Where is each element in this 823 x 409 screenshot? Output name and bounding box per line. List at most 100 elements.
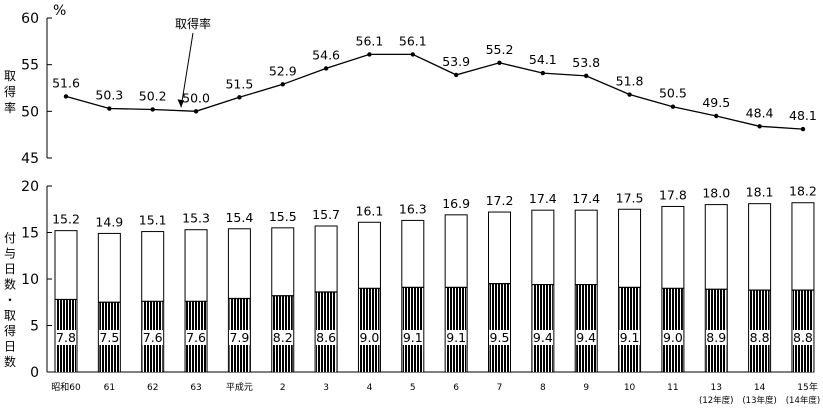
taken-days-label: 9.5 xyxy=(490,330,510,345)
total-days-label: 18.0 xyxy=(702,186,730,201)
total-days-label: 16.9 xyxy=(442,196,470,211)
data-point xyxy=(670,104,676,109)
taken-days-bar xyxy=(662,288,683,330)
taken-days-bar-lower xyxy=(402,345,423,372)
total-days-label: 15.1 xyxy=(139,213,167,228)
taken-days-bar-lower xyxy=(99,345,120,372)
data-point xyxy=(584,73,589,79)
x-tick-label: 5 xyxy=(410,383,416,393)
taken-days-label: 8.8 xyxy=(793,330,813,345)
taken-days-bar xyxy=(446,287,467,330)
taken-days-label: 9.1 xyxy=(620,330,640,345)
y-tick-label: 55 xyxy=(21,58,39,74)
x-tick-label: 14 xyxy=(754,383,766,393)
data-label: 48.1 xyxy=(789,108,817,123)
y-axis-title-char: ・ xyxy=(4,293,16,307)
data-point xyxy=(323,66,329,71)
y-axis-title-char: 日 xyxy=(4,262,16,276)
taken-days-bar xyxy=(619,287,640,330)
y-tick-label: 50 xyxy=(21,104,39,120)
taken-days-bar xyxy=(186,301,207,330)
annotation-arrow-head xyxy=(177,99,185,108)
y-unit-label: % xyxy=(53,3,66,19)
x-tick-label: 4 xyxy=(367,383,373,393)
y-tick-label: 60 xyxy=(21,11,39,27)
taken-days-bar xyxy=(706,289,727,330)
taken-days-bar-lower xyxy=(489,345,510,372)
y-tick-label: 20 xyxy=(21,179,39,195)
y-tick-label: 45 xyxy=(21,151,39,167)
taken-days-label: 7.6 xyxy=(143,330,163,345)
data-point xyxy=(193,109,199,114)
taken-days-bar-lower xyxy=(619,345,640,372)
taken-days-label: 9.4 xyxy=(576,330,596,345)
annotation-arrow-line xyxy=(180,32,194,108)
total-days-label: 16.1 xyxy=(356,203,384,218)
y-axis-title-char: 率 xyxy=(4,100,16,115)
taken-days-bar xyxy=(792,290,813,330)
x-tick-sublabel: (13年度) xyxy=(742,395,776,406)
data-label: 56.1 xyxy=(399,33,427,48)
total-days-label: 17.8 xyxy=(659,187,687,202)
y-axis-title-char: 与 xyxy=(4,247,16,261)
x-tick-label: 2 xyxy=(280,383,286,393)
taken-days-bar-lower xyxy=(576,345,597,372)
taken-days-label: 8.9 xyxy=(706,330,726,345)
x-tick-label: 62 xyxy=(147,383,158,393)
takeup-rate-series-line xyxy=(65,53,804,130)
y-tick-label: 0 xyxy=(30,365,39,381)
taken-days-label: 9.1 xyxy=(446,330,466,345)
data-point xyxy=(497,60,502,65)
taken-days-bar xyxy=(489,283,510,330)
data-label: 50.0 xyxy=(182,90,210,105)
taken-days-label: 7.9 xyxy=(229,330,249,345)
y-tick-label: 5 xyxy=(30,319,39,335)
y-axis-title-char: 日 xyxy=(4,340,16,354)
y-axis-title-char: 付 xyxy=(4,231,16,245)
taken-days-bar xyxy=(142,301,163,330)
x-tick-label: 61 xyxy=(104,383,115,393)
taken-days-bar xyxy=(359,288,380,330)
leave-days-bar-chart: 05101520付与日数・取得日数15.27.8昭和6014.97.56115.… xyxy=(4,179,820,406)
total-days-label: 15.5 xyxy=(269,209,297,224)
total-days-label: 18.1 xyxy=(746,185,774,200)
data-label: 51.6 xyxy=(52,75,80,90)
y-axis-title-char: 数 xyxy=(4,277,16,292)
x-tick-label: 昭和60 xyxy=(51,382,81,393)
taken-days-label: 8.2 xyxy=(273,330,293,345)
data-point xyxy=(237,95,242,100)
data-point xyxy=(714,113,719,119)
total-days-label: 17.4 xyxy=(572,191,600,206)
taken-days-bar xyxy=(229,298,250,330)
data-label: 48.4 xyxy=(746,105,774,120)
total-days-label: 15.2 xyxy=(52,212,80,227)
x-tick-label: 15 xyxy=(797,383,808,393)
taken-days-label: 7.8 xyxy=(56,330,76,345)
x-tick-label: 63 xyxy=(190,383,201,393)
taken-days-label: 8.6 xyxy=(316,330,336,345)
y-axis-title-char: 得 xyxy=(4,84,16,99)
y-tick-label: 10 xyxy=(21,272,39,288)
data-point xyxy=(453,72,459,78)
x-tick-label: 平成元 xyxy=(226,381,253,393)
y-tick-label: 15 xyxy=(21,226,39,242)
data-label: 51.8 xyxy=(616,74,644,89)
total-days-label: 17.5 xyxy=(616,190,644,205)
taken-days-bar-lower xyxy=(142,345,163,372)
data-point xyxy=(540,70,546,76)
taken-days-label: 9.0 xyxy=(663,330,683,345)
taken-days-label: 7.5 xyxy=(99,330,119,345)
taken-days-bar xyxy=(272,295,293,330)
x-tick-sublabel: (12年度) xyxy=(699,395,733,406)
data-label: 50.2 xyxy=(139,88,167,103)
taken-days-bar-lower xyxy=(532,345,553,372)
data-point xyxy=(63,94,69,99)
taken-days-bar-lower xyxy=(662,345,683,372)
taken-days-label: 9.4 xyxy=(533,330,553,345)
x-unit-label: 年 xyxy=(809,381,818,393)
data-label: 49.5 xyxy=(702,95,730,110)
y-axis-title-char: 取 xyxy=(4,309,16,323)
taken-days-label: 8.8 xyxy=(750,330,770,345)
total-days-label: 15.7 xyxy=(312,207,340,222)
